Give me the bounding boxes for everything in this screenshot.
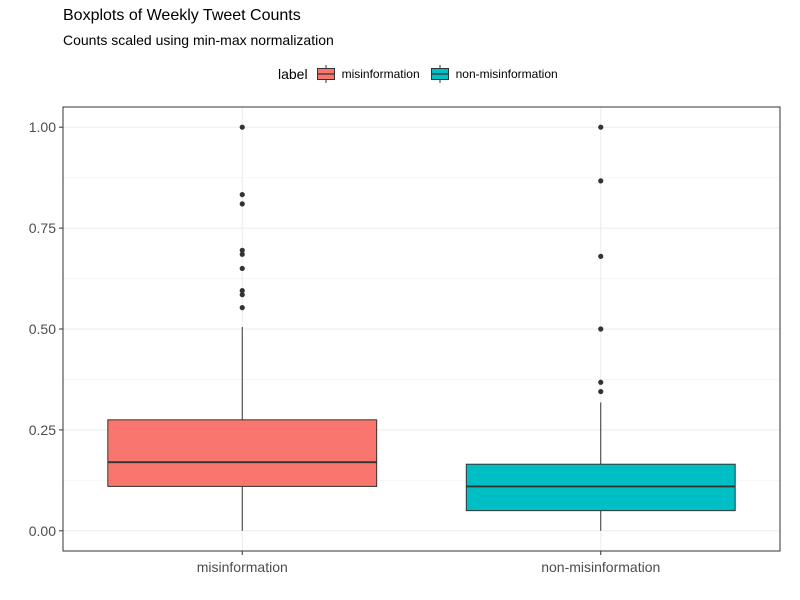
legend-label-non-misinformation: non-misinformation <box>455 67 558 81</box>
outlier-point-misinformation <box>239 265 245 272</box>
legend-item-misinformation: misinformation <box>316 65 420 83</box>
y-tick-label: 0.00 <box>29 523 56 539</box>
outlier-point-non-misinformation <box>598 388 604 395</box>
box-non-misinformation <box>465 463 736 512</box>
outlier-point-non-misinformation <box>598 253 604 259</box>
y-tick-label: 0.25 <box>29 422 56 438</box>
outlier-point-misinformation <box>239 305 245 311</box>
legend-label-misinformation: misinformation <box>341 67 420 81</box>
box-misinformation <box>107 419 378 487</box>
legend: label misinformation non-misinformation <box>278 64 568 84</box>
outlier-point-non-misinformation <box>598 379 604 385</box>
chart-title: Boxplots of Weekly Tweet Counts <box>63 7 301 24</box>
x-tick-label: misinformation <box>197 559 288 575</box>
legend-title: label <box>278 66 308 82</box>
x-tick-label: non-misinformation <box>541 559 660 575</box>
outlier-point-misinformation <box>239 288 245 294</box>
legend-item-non-misinformation: non-misinformation <box>430 65 558 83</box>
outlier-point-misinformation <box>239 292 245 298</box>
y-tick-label: 1.00 <box>29 119 56 135</box>
legend-swatch-misinformation <box>316 65 335 83</box>
outlier-point-misinformation <box>239 124 245 130</box>
outlier-point-misinformation <box>239 247 245 253</box>
outlier-point-misinformation <box>239 201 245 207</box>
outlier-point-non-misinformation <box>598 178 604 184</box>
legend-swatch-non-misinformation <box>430 65 449 83</box>
outlier-point-non-misinformation <box>598 326 604 332</box>
chart-subtitle: Counts scaled using min-max normalizatio… <box>63 32 334 48</box>
y-tick-label: 0.50 <box>29 321 56 337</box>
outlier-point-misinformation <box>239 191 245 198</box>
y-tick-label: 0.75 <box>29 220 56 236</box>
outlier-point-non-misinformation <box>598 124 604 130</box>
outlier-point-misinformation <box>239 251 245 257</box>
